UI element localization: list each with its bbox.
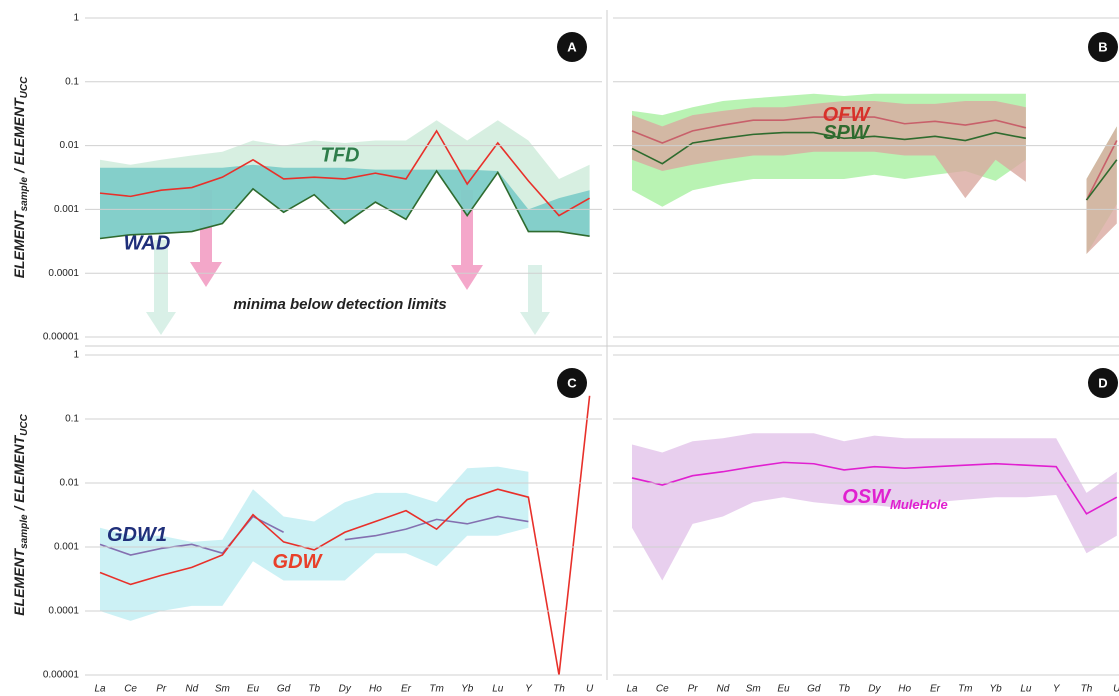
y-tick-label: 0.0001 (48, 268, 79, 279)
x-tick-label: Yb (461, 684, 474, 695)
x-tick-label: Er (930, 684, 941, 695)
panel-badge (557, 32, 587, 62)
x-tick-label: Ho (898, 684, 911, 695)
y-tick-label: 0.01 (60, 140, 80, 151)
y-tick-label: 0.00001 (43, 332, 80, 343)
arrows (146, 190, 550, 335)
x-tick-label: Yb (989, 684, 1002, 695)
x-tick-label: La (626, 684, 638, 695)
series-name: GDW1 (107, 524, 167, 546)
series-line (99, 129, 590, 217)
band (100, 466, 529, 621)
arrow (146, 240, 176, 335)
panel (99, 395, 591, 676)
y-label-part: / ELEMENT (11, 434, 27, 514)
panel-label: B (1098, 39, 1107, 54)
panel-badge (1088, 32, 1118, 62)
x-tick-label: Dy (868, 684, 881, 695)
panel-badge (557, 368, 587, 398)
x-tick-label: Tb (308, 684, 320, 695)
arrow (190, 190, 222, 287)
x-tick-label: Th (553, 684, 565, 695)
panel-label: C (567, 375, 577, 390)
series-label: GDW (273, 551, 324, 573)
x-tick-label: Tm (429, 684, 443, 695)
y-axis-label: ELEMENTsample / ELEMENTUCC (11, 76, 30, 278)
y-label-part: ELEMENT (11, 210, 27, 278)
x-tick-label: Sm (215, 684, 230, 695)
x-tick-label: Y (525, 684, 533, 695)
y-tick-label: 1 (73, 13, 79, 24)
series-label: GDW1 (107, 524, 167, 546)
x-tick-label: Ce (124, 684, 137, 695)
series-name: OSW (842, 486, 892, 508)
y-tick-label: 0.1 (65, 414, 79, 425)
x-tick-label: Tb (838, 684, 850, 695)
band-label: TFD (321, 144, 360, 166)
band (1086, 126, 1117, 254)
x-tick-label: Ce (656, 684, 669, 695)
y-label-sub: sample (19, 514, 30, 549)
x-tick-label: Tm (958, 684, 972, 695)
panel-label: D (1098, 375, 1107, 390)
band (632, 101, 1026, 199)
panel (631, 433, 1118, 581)
x-tick-label: Ho (369, 684, 382, 695)
y-tick-label: 0.1 (65, 76, 79, 87)
series-line (631, 116, 1118, 201)
x-tick-label: U (1113, 684, 1119, 695)
x-tick-label: Lu (1020, 684, 1032, 695)
y-label-sub: UCC (19, 76, 30, 98)
y-tick-label: 0.001 (54, 542, 79, 553)
y-tick-label: 0.00001 (43, 670, 80, 681)
x-tick-label: Dy (339, 684, 352, 695)
panel-label: A (567, 39, 577, 54)
series-line (99, 169, 590, 240)
arrow (451, 190, 483, 290)
x-tick-label: La (94, 684, 106, 695)
x-tick-label: Gd (807, 684, 821, 695)
series-line (99, 515, 529, 556)
x-tick-label: Nd (717, 684, 730, 695)
annotation: minima below detection limits (233, 296, 446, 313)
y-label-part: ELEMENT (11, 547, 27, 615)
band (632, 433, 1117, 581)
y-tick-label: 0.0001 (48, 606, 79, 617)
x-tick-label: Lu (492, 684, 504, 695)
y-label-sub: UCC (19, 413, 30, 435)
x-tick-label: Er (401, 684, 412, 695)
x-tick-label: Th (1081, 684, 1093, 695)
series-name: OFW (823, 104, 872, 126)
y-tick-label: 0.001 (54, 204, 79, 215)
x-tick-label: Pr (156, 684, 167, 695)
series-line (631, 461, 1118, 515)
series-line (99, 395, 591, 676)
series-label: OSWMuleHole (842, 486, 948, 512)
x-tick-label: Eu (777, 684, 790, 695)
panel (631, 93, 1118, 254)
y-label-part: / ELEMENT (11, 97, 27, 177)
x-tick-label: Nd (185, 684, 198, 695)
series-line (631, 131, 1118, 201)
series-label: OFW (823, 104, 872, 126)
y-label-sub: sample (19, 177, 30, 212)
x-tick-label: Eu (247, 684, 260, 695)
x-tick-label: Pr (688, 684, 699, 695)
series-subscript: MuleHole (890, 497, 948, 512)
panel-badge (1088, 368, 1118, 398)
series-label: SPW (823, 122, 871, 144)
y-tick-label: 0.01 (60, 478, 80, 489)
x-tick-label: Y (1053, 684, 1061, 695)
x-tick-label: Sm (746, 684, 761, 695)
series-name: GDW (273, 551, 324, 573)
x-tick-label: Gd (277, 684, 291, 695)
band-label: WAD (124, 232, 171, 254)
arrow (520, 265, 550, 335)
y-tick-label: 1 (73, 350, 79, 361)
series-name: SPW (823, 122, 871, 144)
x-tick-label: U (586, 684, 594, 695)
y-axis-label: ELEMENTsample / ELEMENTUCC (11, 413, 30, 615)
